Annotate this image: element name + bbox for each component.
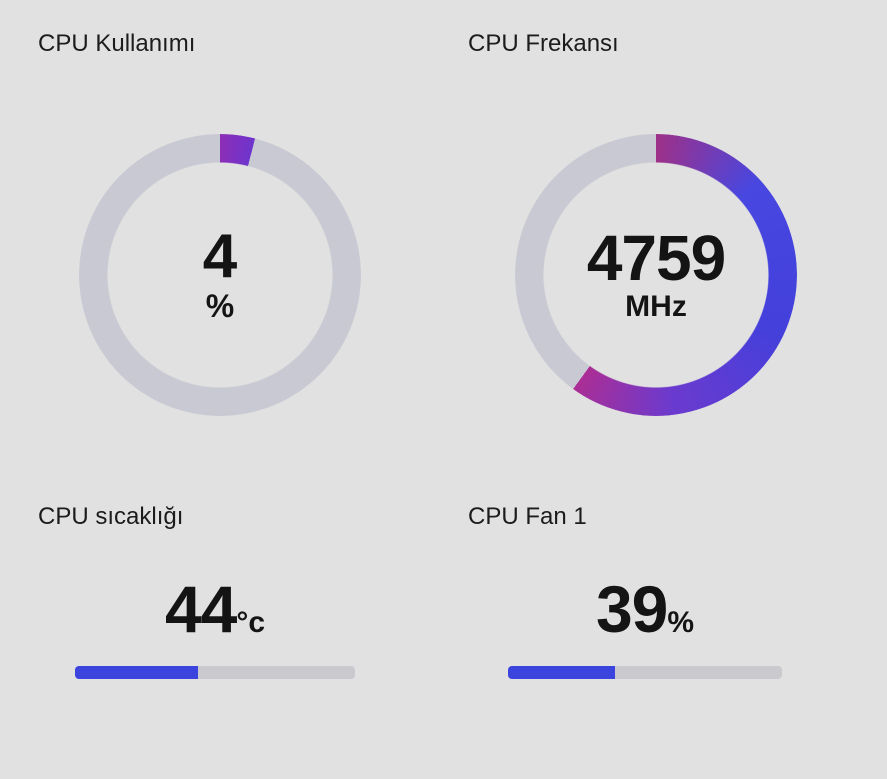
cpu-temperature-title: CPU sıcaklığı bbox=[38, 503, 184, 530]
cpu-frequency-value: 4759 bbox=[586, 221, 726, 294]
cpu-fan-progress-fill bbox=[508, 666, 615, 679]
cpu-fan-readout: 39% bbox=[495, 576, 795, 642]
cpu-temperature-progress-bar bbox=[75, 666, 355, 679]
cpu-usage-value: 4 bbox=[202, 221, 238, 291]
cpu-temperature-value: 44 bbox=[164, 572, 237, 646]
cpu-frequency-gauge-label: 4759 MHz bbox=[515, 134, 797, 416]
cpu-fan-value: 39 bbox=[595, 572, 668, 646]
cpu-usage-unit: % bbox=[205, 287, 235, 324]
cpu-usage-gauge-ring bbox=[79, 134, 361, 416]
cpu-usage-title: CPU Kullanımı bbox=[38, 30, 196, 57]
cpu-fan-unit: % bbox=[667, 606, 695, 639]
cpu-fan-progress-bar bbox=[508, 666, 782, 679]
cpu-frequency-gauge-ring bbox=[515, 134, 797, 416]
cpu-fan-title: CPU Fan 1 bbox=[468, 503, 587, 530]
cpu-usage-gauge-label: 4 % bbox=[79, 134, 361, 416]
cpu-frequency-title: CPU Frekansı bbox=[468, 30, 619, 57]
cpu-frequency-unit: MHz bbox=[625, 289, 687, 323]
cpu-frequency-gauge: 4759 MHz bbox=[515, 134, 797, 416]
cpu-temperature-unit: °c bbox=[236, 606, 266, 639]
cpu-temperature-progress-fill bbox=[75, 666, 199, 679]
cpu-usage-gauge: 4 % bbox=[79, 134, 361, 416]
cpu-temperature-readout: 44°c bbox=[55, 576, 375, 642]
